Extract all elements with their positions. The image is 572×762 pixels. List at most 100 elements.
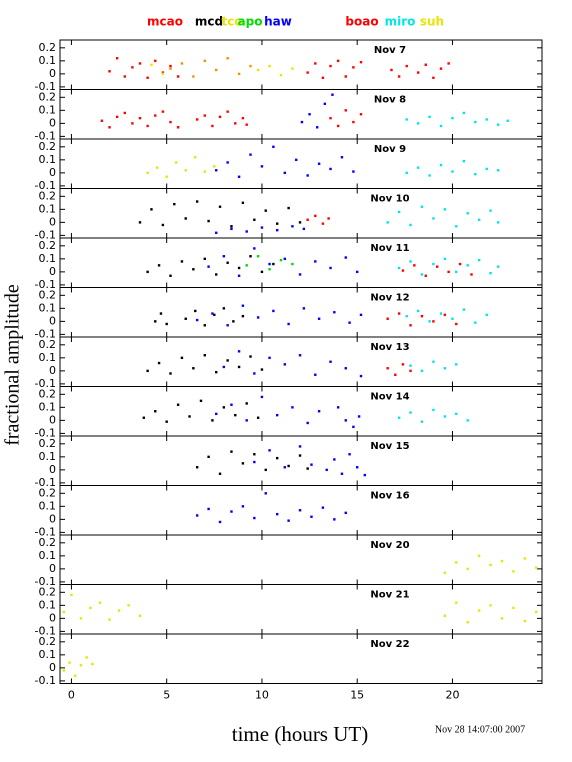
y-tick-label: 0.2	[39, 239, 57, 252]
data-point	[325, 468, 328, 472]
data-point	[352, 66, 355, 69]
data-point	[264, 468, 267, 472]
data-point	[245, 402, 248, 405]
data-point	[138, 62, 142, 65]
data-point	[146, 369, 149, 373]
y-tick-label: -0.1	[35, 377, 56, 390]
data-point	[100, 119, 104, 122]
data-point	[175, 161, 178, 164]
data-point	[169, 64, 172, 68]
data-point	[321, 222, 325, 225]
data-point	[462, 308, 466, 311]
data-point	[443, 367, 447, 370]
data-point	[146, 76, 149, 79]
data-point	[432, 320, 435, 323]
data-point	[70, 593, 73, 597]
data-point	[409, 324, 412, 327]
data-point	[195, 118, 199, 121]
data-point	[352, 120, 355, 124]
data-point	[474, 321, 477, 324]
data-point	[344, 419, 347, 422]
data-point	[287, 206, 290, 210]
data-point	[184, 217, 187, 220]
data-point	[329, 360, 332, 363]
data-point	[291, 225, 294, 228]
legend-entry: haw	[264, 15, 292, 29]
data-point	[241, 304, 245, 307]
data-point	[108, 70, 111, 73]
y-tick-label: 0.2	[39, 635, 57, 648]
data-point	[138, 614, 142, 617]
y-tick-label: -0.1	[35, 525, 56, 538]
data-point	[340, 156, 344, 159]
data-point	[184, 169, 187, 172]
y-tick-label: 0.2	[39, 90, 57, 103]
data-point	[455, 322, 458, 326]
data-point	[298, 445, 302, 448]
data-point	[523, 557, 527, 560]
y-tick-label: -0.1	[35, 80, 56, 93]
data-point	[203, 59, 206, 63]
data-point	[500, 559, 504, 563]
data-point	[306, 71, 309, 74]
y-tick-label: 0.1	[39, 103, 57, 116]
data-point	[416, 122, 420, 125]
data-point	[474, 172, 477, 176]
data-point	[455, 601, 458, 604]
data-point	[306, 174, 309, 177]
y-tick-label: 0.2	[39, 41, 57, 54]
data-point	[253, 453, 256, 456]
data-point	[279, 258, 283, 262]
data-point	[211, 419, 214, 422]
data-point	[455, 225, 458, 228]
panel-title: Nov 14	[370, 392, 409, 403]
data-point	[279, 73, 283, 77]
data-point	[397, 312, 401, 315]
data-point	[317, 162, 321, 165]
data-point	[314, 373, 317, 376]
data-point	[218, 115, 222, 119]
data-point	[340, 472, 344, 475]
y-tick-label: 0	[49, 215, 56, 228]
data-point	[226, 110, 229, 113]
y-tick-label: 0.2	[39, 338, 57, 351]
data-point	[420, 314, 424, 318]
panel-frame	[59, 435, 543, 486]
data-point	[161, 72, 165, 76]
data-point	[85, 656, 88, 659]
data-point	[180, 62, 184, 65]
panel-frame	[59, 534, 543, 585]
data-point	[161, 110, 165, 113]
x-tick-label: 10	[255, 689, 269, 702]
data-point	[226, 324, 229, 327]
data-point	[256, 68, 260, 72]
data-point	[237, 350, 241, 353]
panel-title: Nov 8	[374, 95, 406, 106]
y-tick-label: 0.2	[39, 288, 57, 301]
data-point	[287, 519, 290, 522]
data-point	[451, 116, 454, 120]
data-point	[180, 260, 184, 263]
data-point	[89, 606, 92, 610]
data-point	[207, 219, 210, 223]
data-point	[462, 159, 466, 163]
panel-frame	[59, 237, 543, 288]
data-point	[397, 75, 401, 78]
panel-frame	[59, 287, 543, 338]
data-point	[477, 554, 481, 558]
data-point	[123, 111, 126, 115]
data-point	[416, 309, 420, 313]
data-point	[416, 71, 420, 74]
data-point	[283, 363, 287, 366]
data-point	[207, 507, 210, 511]
data-point	[443, 415, 447, 418]
x-tick-label: 15	[350, 689, 364, 702]
y-axis-label: fractional amplitude	[2, 284, 24, 446]
y-tick-label: 0	[49, 413, 56, 426]
data-point	[215, 412, 218, 416]
data-point	[237, 72, 241, 76]
data-point	[466, 419, 469, 422]
y-tick-label: 0.1	[39, 202, 57, 215]
data-point	[485, 118, 488, 121]
y-tick-label: 0	[49, 67, 56, 80]
